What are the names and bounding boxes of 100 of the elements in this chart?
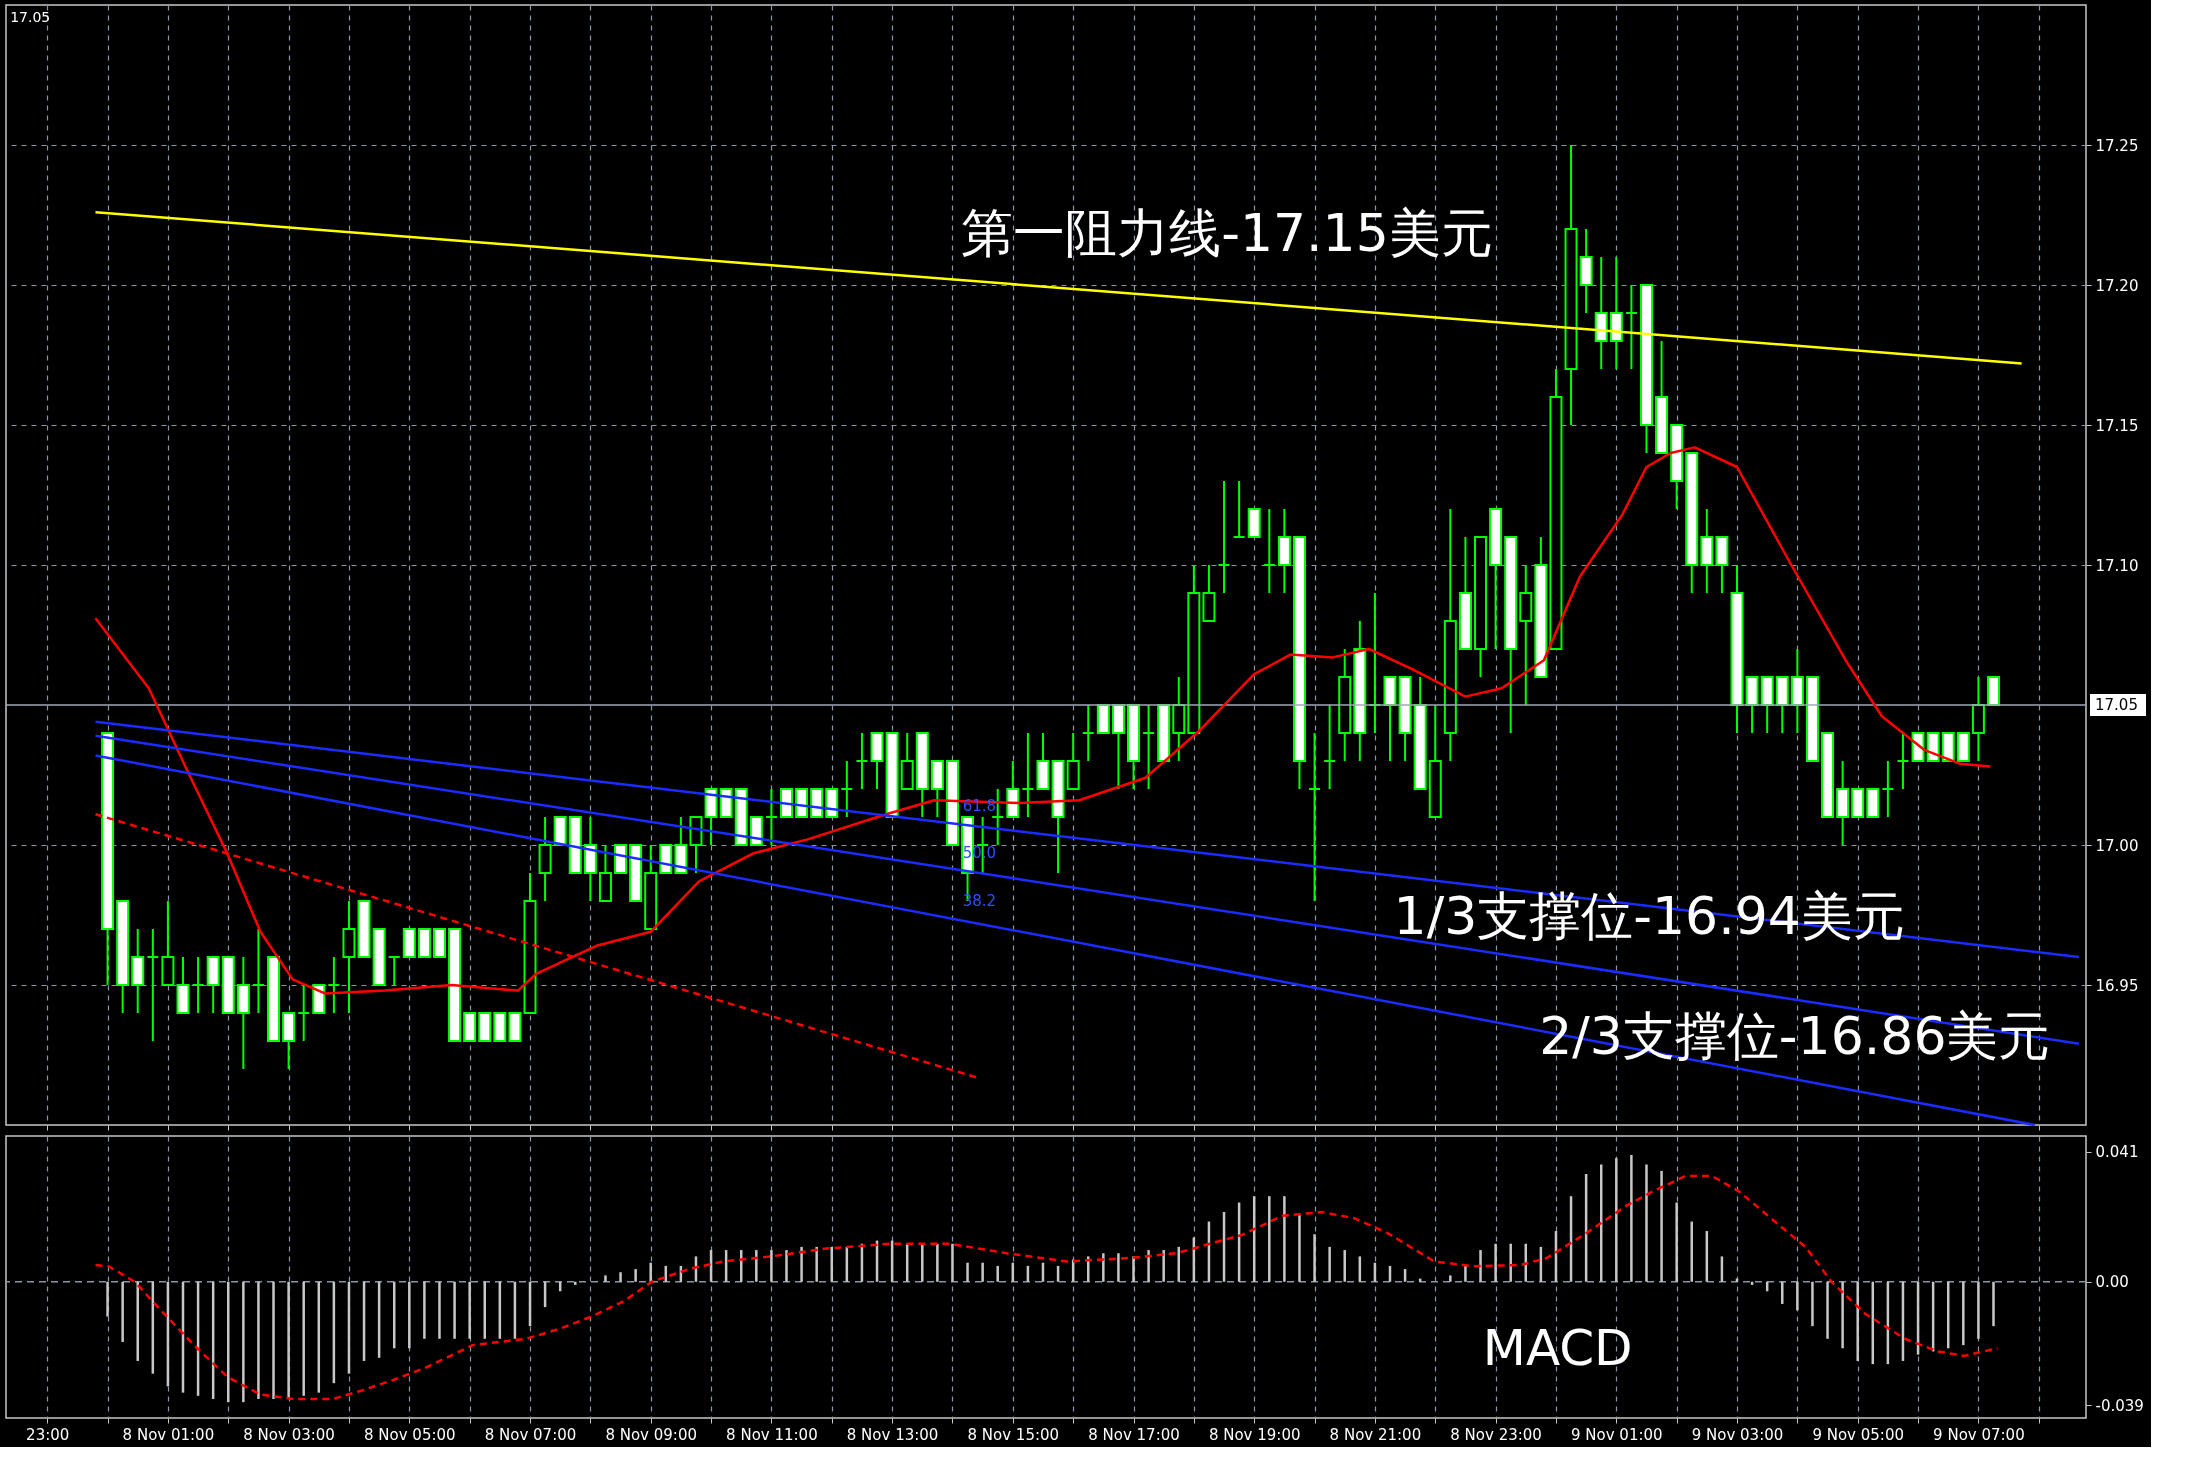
annotation: 38.2 bbox=[962, 892, 997, 910]
candlestick bbox=[251, 928, 265, 1014]
bar bbox=[1449, 1275, 1452, 1282]
x-tick-label: 9 Nov 05:00 bbox=[1812, 1425, 1904, 1444]
bar bbox=[1464, 1265, 1467, 1282]
x-tick-label: 8 Nov 01:00 bbox=[122, 1425, 215, 1444]
bar bbox=[634, 1269, 637, 1282]
y-tick-label: 17.10 bbox=[2095, 556, 2139, 575]
candlestick bbox=[1881, 760, 1895, 818]
x-tick-label: 8 Nov 05:00 bbox=[364, 1425, 456, 1444]
x-tick-label: 8 Nov 13:00 bbox=[846, 1425, 939, 1444]
bar bbox=[483, 1281, 486, 1339]
candlestick bbox=[1081, 704, 1095, 762]
x-tick-label: 9 Nov 03:00 bbox=[1691, 1425, 1784, 1444]
bar bbox=[1826, 1281, 1829, 1339]
bar bbox=[1117, 1253, 1120, 1282]
candlestick bbox=[191, 956, 205, 1014]
y-tick-label: 17.00 bbox=[2095, 836, 2139, 855]
bar bbox=[121, 1281, 124, 1342]
bar bbox=[1690, 1221, 1693, 1282]
x-tick-label: 8 Nov 17:00 bbox=[1088, 1425, 1180, 1444]
bar bbox=[1132, 1256, 1135, 1282]
x-tick-label: 9 Nov 01:00 bbox=[1571, 1425, 1663, 1444]
bar bbox=[1313, 1234, 1316, 1282]
bar bbox=[785, 1250, 788, 1282]
candlestick bbox=[1021, 732, 1035, 818]
bar bbox=[1796, 1281, 1799, 1311]
bar bbox=[1298, 1215, 1301, 1282]
x-tick-label: 8 Nov 09:00 bbox=[605, 1425, 698, 1444]
bar bbox=[257, 1281, 260, 1399]
bar bbox=[453, 1281, 456, 1339]
x-tick-label: 8 Nov 15:00 bbox=[967, 1425, 1060, 1444]
bar bbox=[1630, 1155, 1633, 1282]
bar bbox=[1343, 1250, 1346, 1282]
bar bbox=[1962, 1281, 1965, 1346]
y-tick-label: 16.95 bbox=[2095, 976, 2139, 995]
candlestick bbox=[1262, 508, 1276, 594]
candlestick bbox=[764, 788, 778, 846]
bar bbox=[1841, 1281, 1844, 1349]
x-tick-label: 8 Nov 19:00 bbox=[1208, 1425, 1301, 1444]
bar bbox=[1283, 1196, 1286, 1282]
bar bbox=[272, 1281, 275, 1399]
x-tick-label: 8 Nov 11:00 bbox=[726, 1425, 818, 1444]
bar bbox=[1992, 1281, 1995, 1327]
candlestick bbox=[297, 984, 311, 1042]
bar bbox=[649, 1262, 652, 1282]
x-tick-label: 8 Nov 21:00 bbox=[1329, 1425, 1422, 1444]
y-tick-label: 17.25 bbox=[2095, 136, 2139, 155]
x-tick-label: 8 Nov 07:00 bbox=[484, 1425, 577, 1444]
y-tick-label: -0.039 bbox=[2095, 1396, 2144, 1415]
bar bbox=[1781, 1281, 1784, 1304]
bar bbox=[951, 1243, 954, 1282]
bar bbox=[1509, 1243, 1512, 1282]
bar bbox=[1268, 1196, 1271, 1282]
bar bbox=[1479, 1250, 1482, 1282]
candlestick bbox=[1142, 704, 1156, 790]
bar bbox=[996, 1265, 999, 1282]
candlestick bbox=[855, 732, 869, 790]
y-tick-label: 17.15 bbox=[2095, 416, 2139, 435]
bar bbox=[106, 1281, 109, 1317]
x-tick-label: 9 Nov 07:00 bbox=[1933, 1425, 2025, 1444]
bar bbox=[921, 1243, 924, 1282]
x-tick-label: 23:00 bbox=[26, 1425, 70, 1444]
bar bbox=[800, 1246, 803, 1282]
candlestick bbox=[1232, 480, 1246, 538]
bar bbox=[438, 1281, 441, 1339]
ref-line-label: 17.05 bbox=[2095, 696, 2138, 714]
bar bbox=[1147, 1250, 1150, 1282]
bar bbox=[227, 1281, 230, 1403]
bar bbox=[1977, 1281, 1980, 1339]
x-tick-label: 8 Nov 23:00 bbox=[1450, 1425, 1542, 1444]
candlestick bbox=[840, 760, 854, 818]
y-tick-label: 0.041 bbox=[2095, 1143, 2139, 1162]
bar bbox=[619, 1272, 622, 1282]
bar bbox=[1615, 1158, 1618, 1282]
bar bbox=[936, 1243, 939, 1282]
y-tick-label: 17.20 bbox=[2095, 276, 2139, 295]
bar bbox=[1494, 1243, 1497, 1282]
candlestick bbox=[1217, 480, 1231, 594]
bar bbox=[966, 1262, 969, 1282]
annotation: 17.05 bbox=[10, 9, 51, 26]
bar bbox=[815, 1246, 818, 1282]
bar bbox=[981, 1262, 984, 1282]
candlestick bbox=[1896, 732, 1910, 790]
bar bbox=[604, 1275, 607, 1282]
annotation: 第一阻力线-17.15美元 bbox=[961, 202, 1493, 263]
bar bbox=[770, 1250, 773, 1282]
candlestick bbox=[387, 956, 401, 986]
bar bbox=[1645, 1164, 1648, 1282]
y-tick-label: 0.00 bbox=[2095, 1273, 2129, 1292]
bar bbox=[755, 1250, 758, 1282]
annotation: MACD bbox=[1482, 1319, 1633, 1378]
candlestick bbox=[1624, 284, 1638, 370]
bar bbox=[574, 1281, 577, 1285]
bar bbox=[302, 1281, 305, 1396]
bar bbox=[1811, 1281, 1814, 1327]
bar bbox=[423, 1281, 426, 1339]
candlestick bbox=[1308, 732, 1322, 902]
bar bbox=[408, 1281, 411, 1349]
candlestick bbox=[1323, 704, 1337, 790]
